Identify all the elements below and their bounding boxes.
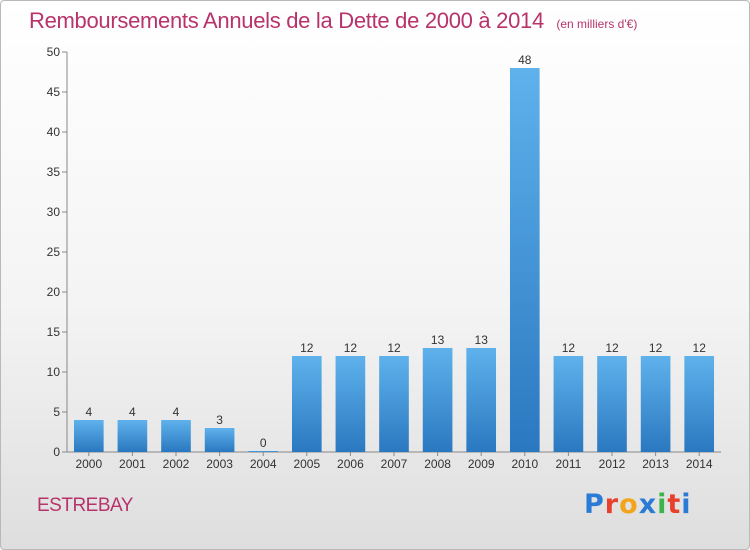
x-tick-label: 2010 xyxy=(511,457,538,471)
x-tick-label: 2008 xyxy=(424,457,451,471)
bar-value-label: 12 xyxy=(605,341,619,355)
y-tick-label: 45 xyxy=(47,85,61,99)
bar-2005 xyxy=(291,356,322,452)
bar-value-label: 48 xyxy=(518,53,532,67)
bar-value-label: 13 xyxy=(431,333,445,347)
bar-value-label: 4 xyxy=(85,405,92,419)
x-tick-label: 2001 xyxy=(119,457,146,471)
chart-unit: (en milliers d'€) xyxy=(556,17,638,31)
chart-title: Remboursements Annuels de la Dette de 20… xyxy=(29,8,544,33)
x-tick-label: 2006 xyxy=(337,457,364,471)
y-tick-label: 40 xyxy=(47,125,61,139)
bar-value-label: 12 xyxy=(344,341,358,355)
y-tick-label: 10 xyxy=(47,365,61,379)
bar-2008 xyxy=(422,348,453,452)
y-tick-label: 5 xyxy=(53,405,60,419)
logo-letter: i xyxy=(657,489,668,520)
bar-value-label: 12 xyxy=(693,341,707,355)
bar-2004 xyxy=(248,451,279,452)
logo-letter: t xyxy=(667,489,682,520)
x-tick-label: 2000 xyxy=(75,457,102,471)
x-tick-label: 2003 xyxy=(206,457,233,471)
proxiti-logo: Proxiti xyxy=(584,489,692,520)
y-tick-label: 35 xyxy=(47,165,61,179)
y-tick-label: 0 xyxy=(53,445,60,459)
bar-2007 xyxy=(379,356,409,452)
bar-value-label: 13 xyxy=(475,333,489,347)
logo-letter: x xyxy=(638,489,658,520)
logo-letter: o xyxy=(619,489,639,520)
bars: 4 2000 4 2001 4 2002 3 2003 0 2004 12 2005 12 2006 12 2… xyxy=(73,53,715,471)
x-tick-label: 2013 xyxy=(642,457,669,471)
y-tick-label: 15 xyxy=(47,325,61,339)
bar-2014 xyxy=(684,356,715,452)
y-tick-label: 25 xyxy=(47,245,61,259)
bar-value-label: 12 xyxy=(649,341,663,355)
x-tick-label: 2005 xyxy=(293,457,320,471)
bar-2006 xyxy=(335,356,366,452)
bar-value-label: 4 xyxy=(129,405,136,419)
y-tick-label: 50 xyxy=(47,45,61,59)
bar-2002 xyxy=(161,420,191,452)
bar-2001 xyxy=(117,420,148,452)
bar-value-label: 3 xyxy=(216,413,223,427)
x-tick-label: 2007 xyxy=(381,457,408,471)
x-tick-label: 2002 xyxy=(163,457,190,471)
x-tick-label: 2012 xyxy=(599,457,626,471)
x-tick-label: 2004 xyxy=(250,457,277,471)
logo-letter: r xyxy=(604,489,620,520)
x-tick-label: 2009 xyxy=(468,457,495,471)
y-tick-label: 30 xyxy=(47,205,61,219)
bar-value-label: 12 xyxy=(300,341,314,355)
bar-2010 xyxy=(509,68,540,452)
y-tick-label: 20 xyxy=(47,285,61,299)
bar-value-label: 4 xyxy=(173,405,180,419)
bar-2011 xyxy=(553,356,584,452)
chart-title-block: Remboursements Annuels de la Dette de 20… xyxy=(29,8,637,34)
bar-2012 xyxy=(597,356,627,452)
bar-2009 xyxy=(466,348,497,452)
bar-2003 xyxy=(204,428,235,452)
bar-value-label: 12 xyxy=(562,341,576,355)
logo-letter: P xyxy=(584,489,605,520)
x-tick-label: 2011 xyxy=(555,457,581,471)
bar-2000 xyxy=(73,420,104,452)
bar-value-label: 0 xyxy=(260,436,267,450)
bar-2013 xyxy=(640,356,671,452)
x-tick-label: 2014 xyxy=(686,457,713,471)
commune-name: ESTREBAY xyxy=(37,495,133,516)
bar-value-label: 12 xyxy=(387,341,401,355)
logo-letter: i xyxy=(681,489,692,520)
